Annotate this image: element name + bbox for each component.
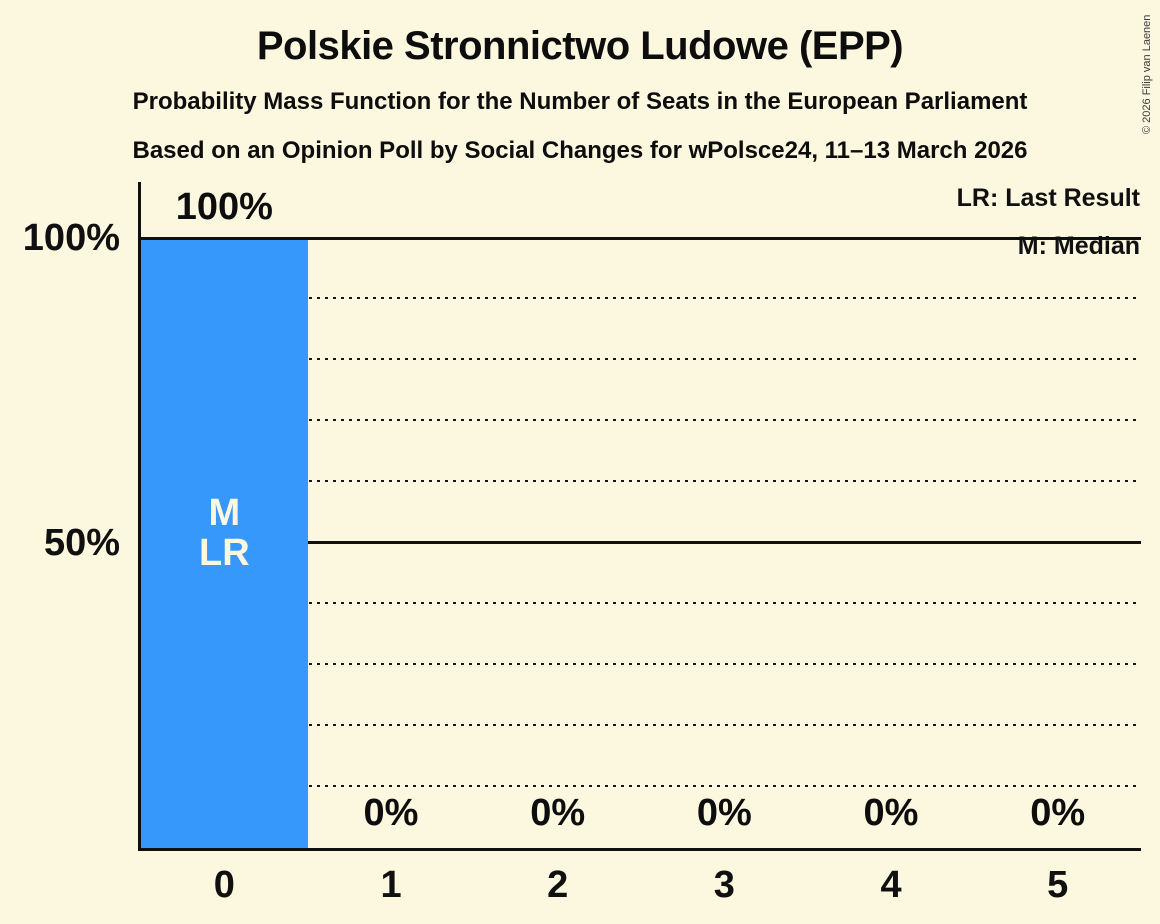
bar-value-label-seats-5: 0% bbox=[1030, 792, 1086, 834]
median-last-result-marker: M LR bbox=[141, 493, 308, 573]
bar-value-label-seats-3: 0% bbox=[696, 792, 752, 834]
chart-subtitle: Probability Mass Function for the Number… bbox=[132, 88, 1028, 115]
bar-value-label-seats-1: 0% bbox=[363, 792, 419, 834]
y-tick-label-100pct: 100% bbox=[22, 217, 120, 259]
x-tick-label-1: 1 bbox=[380, 864, 402, 906]
x-tick-label-5: 5 bbox=[1047, 864, 1069, 906]
x-tick-label-2: 2 bbox=[547, 864, 569, 906]
last-result-marker-label: LR bbox=[199, 532, 250, 574]
gridline-dotted-30pct bbox=[141, 663, 1141, 665]
legend-last-result: LR: Last Result bbox=[956, 184, 1140, 212]
copyright-notice: © 2026 Filip van Laenen bbox=[1141, 14, 1153, 134]
gridline-dotted-90pct bbox=[141, 297, 1141, 299]
chart-source-line: Based on an Opinion Poll by Social Chang… bbox=[132, 137, 1028, 164]
legend: LR: Last Result M: Median bbox=[957, 186, 1140, 259]
gridline-dotted-70pct bbox=[141, 419, 1141, 421]
median-marker-label: M bbox=[208, 492, 241, 534]
bar-seats-0 bbox=[141, 238, 308, 848]
bar-value-label-seats-2: 0% bbox=[530, 792, 586, 834]
gridline-dotted-20pct bbox=[141, 724, 1141, 726]
legend-median: M: Median bbox=[1017, 232, 1140, 260]
gridline-solid-100pct bbox=[141, 237, 1141, 240]
bar-value-label-seats-0: 100% bbox=[175, 186, 273, 228]
y-tick-label-50pct: 50% bbox=[43, 522, 120, 564]
plot-area: 100% 0% 0% 0% 0% 0% M LR bbox=[138, 182, 1141, 851]
gridline-dotted-40pct bbox=[141, 602, 1141, 604]
gridline-dotted-80pct bbox=[141, 358, 1141, 360]
x-tick-label-4: 4 bbox=[880, 864, 902, 906]
gridline-dotted-10pct bbox=[141, 785, 1141, 787]
x-tick-label-0: 0 bbox=[213, 864, 235, 906]
bar-value-label-seats-4: 0% bbox=[863, 792, 919, 834]
x-axis-labels: 0 1 2 3 4 5 bbox=[141, 864, 1141, 907]
gridline-solid-50pct bbox=[141, 541, 1141, 544]
gridline-dotted-60pct bbox=[141, 480, 1141, 482]
chart-title: Polskie Stronnictwo Ludowe (EPP) bbox=[256, 24, 904, 68]
x-tick-label-3: 3 bbox=[713, 864, 735, 906]
